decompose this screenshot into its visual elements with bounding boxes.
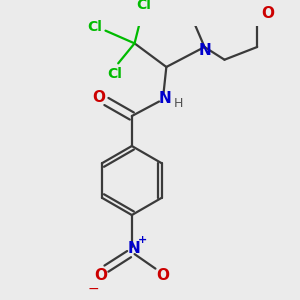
Text: O: O bbox=[93, 90, 106, 105]
Text: −: − bbox=[88, 282, 100, 296]
Text: Cl: Cl bbox=[87, 20, 102, 34]
Text: Cl: Cl bbox=[107, 67, 122, 81]
Text: N: N bbox=[199, 43, 212, 58]
Text: +: + bbox=[138, 235, 147, 244]
Text: O: O bbox=[94, 268, 107, 284]
Text: O: O bbox=[156, 268, 169, 284]
Text: H: H bbox=[173, 97, 183, 110]
Text: O: O bbox=[262, 6, 275, 21]
Text: N: N bbox=[127, 241, 140, 256]
Text: Cl: Cl bbox=[136, 0, 151, 12]
Text: N: N bbox=[159, 91, 172, 106]
